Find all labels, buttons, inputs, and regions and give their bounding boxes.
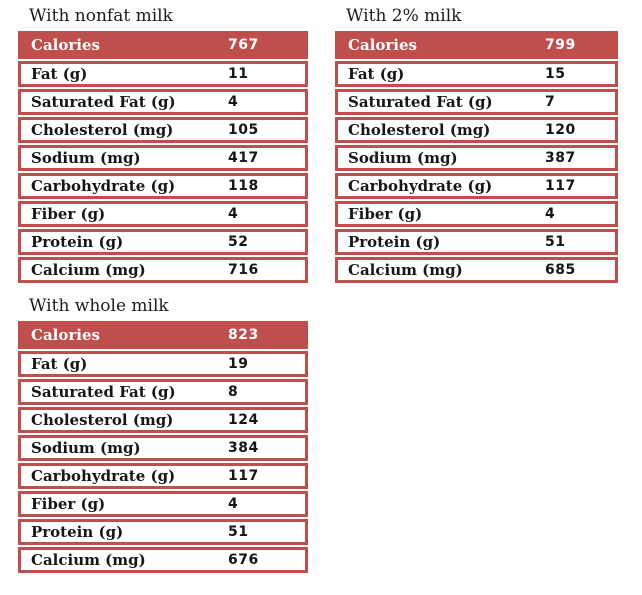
row-label: Saturated Fat (g)	[348, 93, 493, 111]
row-value: 7	[545, 94, 556, 110]
row-label: Sodium (mg)	[348, 149, 458, 167]
table-row: Carbohydrate (g) 117	[335, 173, 618, 199]
row-value: 52	[228, 234, 249, 250]
nutrition-block-nonfat-milk: With nonfat milk Calories 767 Fat (g) 11…	[18, 6, 308, 283]
nutrition-table: Calories 823 Fat (g) 19 Saturated Fat (g…	[18, 321, 308, 573]
row-value: 4	[545, 206, 556, 222]
row-label: Fiber (g)	[348, 205, 423, 223]
row-label: Fat (g)	[348, 65, 405, 83]
header-label: Calories	[348, 36, 417, 54]
table-row: Cholesterol (mg) 105	[18, 117, 308, 143]
row-value: 716	[228, 262, 259, 278]
row-label: Saturated Fat (g)	[31, 93, 176, 111]
row-label: Carbohydrate (g)	[348, 177, 493, 195]
row-value: 117	[545, 178, 576, 194]
row-value: 387	[545, 150, 576, 166]
row-value: 676	[228, 552, 259, 568]
table-row: Fat (g) 11	[18, 61, 308, 87]
row-value: 11	[228, 66, 249, 82]
table-row: Protein (g) 51	[335, 229, 618, 255]
header-label: Calories	[31, 36, 100, 54]
table-row: Fiber (g) 4	[335, 201, 618, 227]
row-label: Calcium (mg)	[31, 551, 146, 569]
table-row: Calcium (mg) 716	[18, 257, 308, 283]
table-title: With 2% milk	[346, 6, 462, 26]
table-row: Fat (g) 15	[335, 61, 618, 87]
header-value: 767	[228, 37, 259, 53]
row-label: Cholesterol (mg)	[31, 121, 174, 139]
table-row: Carbohydrate (g) 118	[18, 173, 308, 199]
row-label: Protein (g)	[31, 233, 124, 251]
table-row: Fiber (g) 4	[18, 491, 308, 517]
table-row: Cholesterol (mg) 120	[335, 117, 618, 143]
table-header-row: Calories 767	[18, 31, 308, 59]
row-label: Calcium (mg)	[348, 261, 463, 279]
row-value: 118	[228, 178, 259, 194]
row-value: 120	[545, 122, 576, 138]
row-value: 4	[228, 206, 239, 222]
row-label: Sodium (mg)	[31, 439, 141, 457]
row-value: 4	[228, 496, 239, 512]
row-value: 105	[228, 122, 259, 138]
row-value: 417	[228, 150, 259, 166]
row-label: Saturated Fat (g)	[31, 383, 176, 401]
row-value: 8	[228, 384, 239, 400]
table-row: Sodium (mg) 387	[335, 145, 618, 171]
table-row: Sodium (mg) 417	[18, 145, 308, 171]
header-value: 799	[545, 37, 576, 53]
table-title: With whole milk	[29, 296, 169, 316]
row-value: 4	[228, 94, 239, 110]
nutrition-block-whole-milk: With whole milk Calories 823 Fat (g) 19 …	[18, 296, 308, 573]
header-value: 823	[228, 327, 259, 343]
nutrition-table: Calories 799 Fat (g) 15 Saturated Fat (g…	[335, 31, 618, 283]
row-label: Fiber (g)	[31, 495, 106, 513]
row-value: 15	[545, 66, 566, 82]
row-label: Carbohydrate (g)	[31, 467, 176, 485]
row-label: Fat (g)	[31, 65, 88, 83]
row-label: Protein (g)	[348, 233, 441, 251]
table-row: Fat (g) 19	[18, 351, 308, 377]
row-value: 685	[545, 262, 576, 278]
nutrition-table: Calories 767 Fat (g) 11 Saturated Fat (g…	[18, 31, 308, 283]
table-row: Fiber (g) 4	[18, 201, 308, 227]
row-value: 384	[228, 440, 259, 456]
row-label: Sodium (mg)	[31, 149, 141, 167]
row-label: Protein (g)	[31, 523, 124, 541]
row-label: Cholesterol (mg)	[31, 411, 174, 429]
table-row: Calcium (mg) 685	[335, 257, 618, 283]
row-label: Carbohydrate (g)	[31, 177, 176, 195]
header-label: Calories	[31, 326, 100, 344]
row-label: Fiber (g)	[31, 205, 106, 223]
row-value: 51	[228, 524, 249, 540]
table-row: Calcium (mg) 676	[18, 547, 308, 573]
table-header-row: Calories 823	[18, 321, 308, 349]
table-row: Carbohydrate (g) 117	[18, 463, 308, 489]
row-label: Cholesterol (mg)	[348, 121, 491, 139]
row-value: 117	[228, 468, 259, 484]
table-row: Saturated Fat (g) 8	[18, 379, 308, 405]
row-label: Calcium (mg)	[31, 261, 146, 279]
table-title: With nonfat milk	[29, 6, 173, 26]
table-row: Saturated Fat (g) 7	[335, 89, 618, 115]
table-header-row: Calories 799	[335, 31, 618, 59]
row-label: Fat (g)	[31, 355, 88, 373]
row-value: 124	[228, 412, 259, 428]
row-value: 51	[545, 234, 566, 250]
row-value: 19	[228, 356, 249, 372]
table-row: Cholesterol (mg) 124	[18, 407, 308, 433]
table-row: Protein (g) 52	[18, 229, 308, 255]
table-row: Protein (g) 51	[18, 519, 308, 545]
table-row: Saturated Fat (g) 4	[18, 89, 308, 115]
nutrition-block-2-percent-milk: With 2% milk Calories 799 Fat (g) 15 Sat…	[335, 6, 618, 283]
table-row: Sodium (mg) 384	[18, 435, 308, 461]
